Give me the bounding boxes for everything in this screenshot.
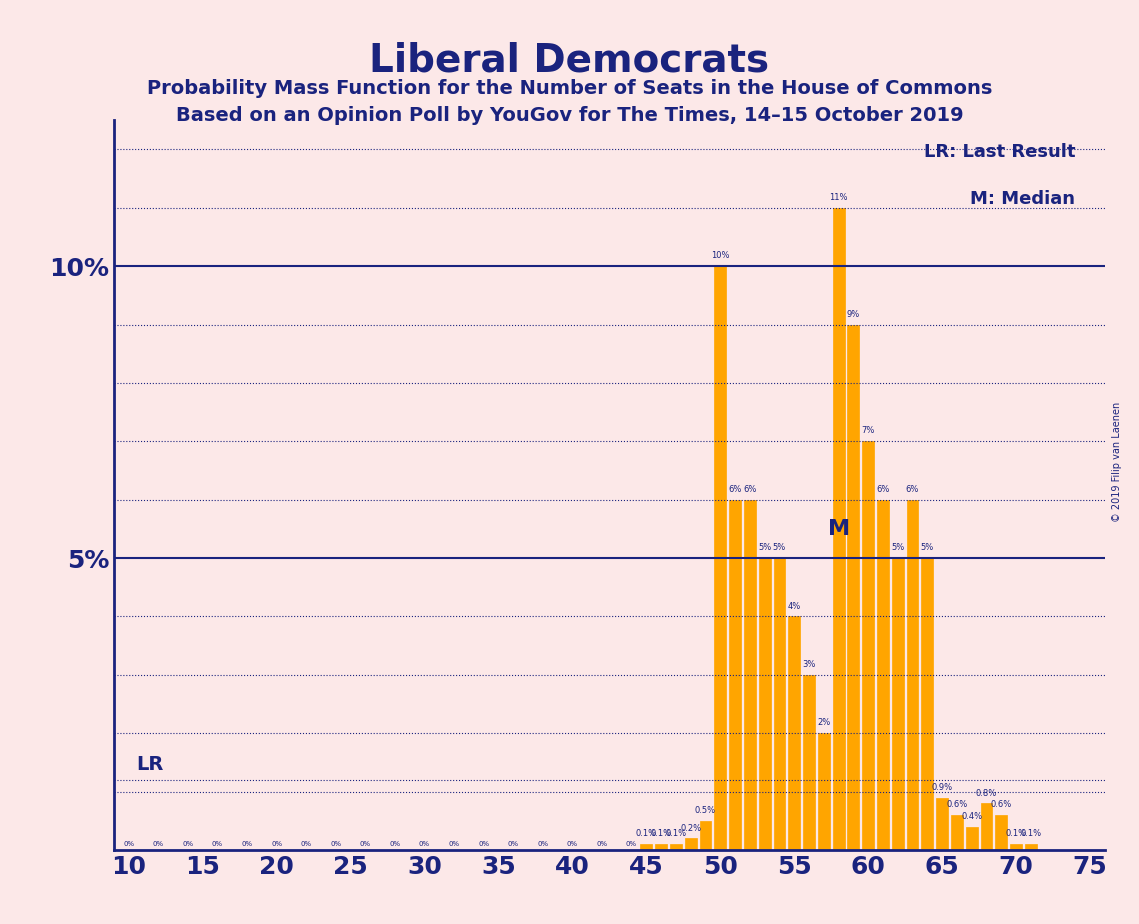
Bar [936,797,948,850]
Text: 0%: 0% [478,841,490,847]
Bar [744,500,756,850]
Text: 0%: 0% [419,841,431,847]
Text: 10%: 10% [711,251,730,261]
Bar [1010,845,1022,850]
Text: M: M [828,519,850,539]
Text: 5%: 5% [773,543,786,553]
Text: 0%: 0% [153,841,164,847]
Bar [1025,845,1036,850]
Text: 0.1%: 0.1% [1006,830,1026,838]
Text: 5%: 5% [891,543,904,553]
Text: 0%: 0% [508,841,518,847]
Text: 0%: 0% [330,841,342,847]
Text: 9%: 9% [846,310,860,319]
Text: 6%: 6% [729,485,741,493]
Text: 5%: 5% [759,543,771,553]
Text: 0%: 0% [626,841,637,847]
Bar [729,500,741,850]
Text: 0.2%: 0.2% [680,823,702,833]
Text: LR: Last Result: LR: Last Result [924,143,1075,162]
Text: 5%: 5% [920,543,934,553]
Text: 2%: 2% [817,719,830,727]
Bar [714,266,727,850]
Bar [877,500,888,850]
Text: 0%: 0% [241,841,253,847]
Bar [699,821,712,850]
Bar [862,442,874,850]
Bar [803,675,814,850]
Text: 0.6%: 0.6% [947,800,967,809]
Bar [640,845,653,850]
Bar [773,558,786,850]
Text: 0%: 0% [597,841,607,847]
Text: 0.1%: 0.1% [650,830,672,838]
Text: 0%: 0% [182,841,194,847]
Bar [655,845,667,850]
Text: Probability Mass Function for the Number of Seats in the House of Commons: Probability Mass Function for the Number… [147,79,992,98]
Bar [759,558,771,850]
Bar [995,815,1007,850]
Text: M: Median: M: Median [970,190,1075,208]
Text: © 2019 Filip van Laenen: © 2019 Filip van Laenen [1112,402,1122,522]
Bar [788,616,801,850]
Bar [833,208,844,850]
Text: 0%: 0% [360,841,371,847]
Bar [892,558,903,850]
Text: 7%: 7% [861,427,875,435]
Text: 0%: 0% [390,841,401,847]
Text: 0.1%: 0.1% [636,830,657,838]
Text: 0%: 0% [212,841,223,847]
Text: 0%: 0% [449,841,460,847]
Text: 0.8%: 0.8% [976,788,997,797]
Text: 0%: 0% [271,841,282,847]
Text: 0.4%: 0.4% [961,812,982,821]
Text: 0%: 0% [123,841,134,847]
Bar [670,845,682,850]
Text: 0%: 0% [301,841,312,847]
Bar [951,815,962,850]
Text: 0.1%: 0.1% [665,830,687,838]
Text: Based on an Opinion Poll by YouGov for The Times, 14–15 October 2019: Based on an Opinion Poll by YouGov for T… [175,106,964,126]
Text: 4%: 4% [787,602,801,611]
Bar [966,827,977,850]
Bar [818,734,829,850]
Bar [847,324,859,850]
Text: 11%: 11% [829,193,847,201]
Text: 0.6%: 0.6% [991,800,1011,809]
Text: 6%: 6% [906,485,919,493]
Text: 0.9%: 0.9% [932,783,952,792]
Bar [921,558,933,850]
Text: LR: LR [136,755,164,774]
Text: 0%: 0% [567,841,577,847]
Text: 6%: 6% [743,485,756,493]
Text: 0.1%: 0.1% [1021,830,1041,838]
Text: Liberal Democrats: Liberal Democrats [369,42,770,79]
Text: 0.5%: 0.5% [695,806,716,815]
Text: 3%: 3% [802,660,816,669]
Bar [981,803,992,850]
Bar [907,500,918,850]
Text: 0%: 0% [538,841,548,847]
Text: 6%: 6% [876,485,890,493]
Bar [685,838,697,850]
